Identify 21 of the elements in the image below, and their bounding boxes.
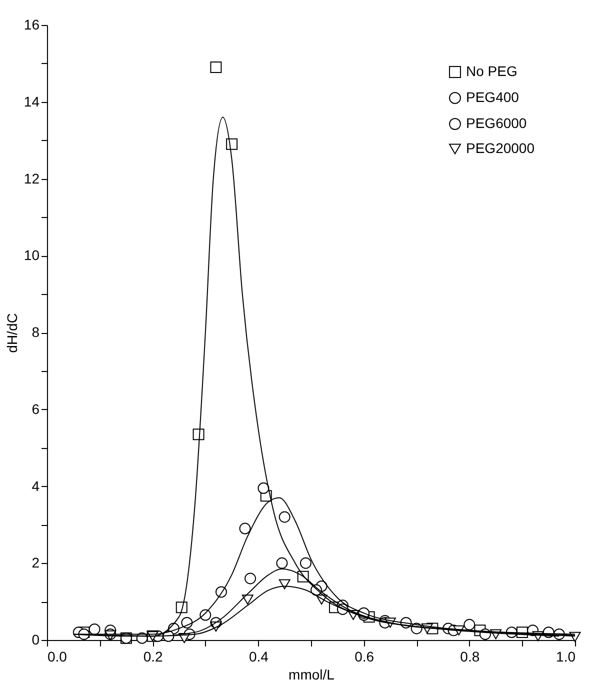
- x-tick-label: 0.2: [143, 648, 164, 664]
- legend-label: No PEG: [466, 63, 518, 79]
- x-tick-label: 0.0: [48, 648, 68, 664]
- x-axis-title: mmol/L: [288, 666, 335, 682]
- y-tick-label: 2: [32, 554, 40, 571]
- y-tick-label: 6: [32, 400, 40, 417]
- x-tick-label: 1.0: [556, 648, 576, 664]
- y-tick-label: 12: [24, 170, 40, 186]
- legend-label: PEG400: [466, 89, 520, 105]
- y-tick-label: 10: [24, 247, 40, 264]
- y-axis-title: dH/dC: [4, 313, 20, 353]
- x-tick-label: 0.6: [354, 648, 374, 664]
- x-tick-label: 0.4: [248, 648, 269, 664]
- legend-label: PEG20000: [466, 140, 535, 156]
- y-tick-label: 4: [32, 478, 40, 494]
- y-tick-label: 8: [32, 324, 40, 340]
- y-tick-label: 14: [24, 93, 40, 110]
- x-tick-label: 0.8: [460, 648, 480, 664]
- legend-label: PEG6000: [466, 115, 527, 131]
- y-tick-label: 0: [32, 632, 40, 648]
- y-tick-label: 16: [24, 16, 40, 32]
